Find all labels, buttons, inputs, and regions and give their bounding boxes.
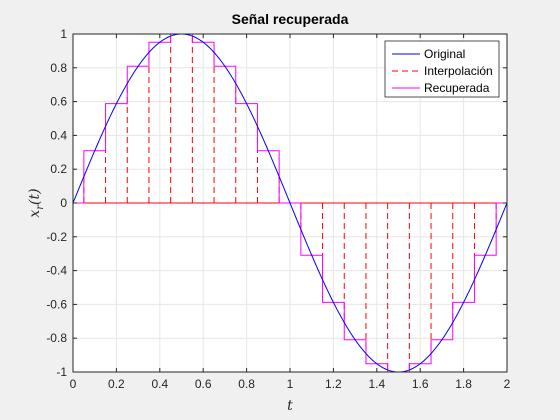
y-tick-label-10: 1: [60, 27, 67, 41]
x-axis-label: t: [287, 398, 293, 414]
y-tick-label-7: 0.4: [50, 128, 67, 142]
y-tick-label-4: -0.2: [46, 230, 67, 244]
x-tick-label-10: 2: [504, 377, 511, 391]
x-tick-label-2: 0.4: [151, 377, 168, 391]
original-series: [72, 33, 508, 373]
legend-label-2: Recuperada: [424, 81, 490, 95]
y-tick-label-9: 0.8: [50, 61, 67, 75]
y-tick-label-5: 0: [60, 196, 67, 210]
x-tick-label-8: 1.6: [412, 377, 429, 391]
legend-label-0: Original: [424, 47, 465, 61]
x-tick-label-9: 1.8: [455, 377, 472, 391]
chart-title: Señal recuperada: [232, 11, 349, 27]
y-axis-label-subscript: r: [35, 204, 46, 210]
x-tick-label-6: 1.2: [325, 377, 342, 391]
x-tick-label-4: 0.8: [238, 377, 255, 391]
plot-area: [72, 33, 508, 373]
x-tick-label-7: 1.4: [368, 377, 385, 391]
original-sine-line: [72, 33, 508, 373]
x-tick-label-3: 0.6: [195, 377, 212, 391]
y-tick-label-0: -1: [56, 365, 67, 379]
y-tick-label-3: -0.4: [46, 264, 67, 278]
y-tick-label-1: -0.8: [46, 331, 67, 345]
x-axis-ticks: 0 0.2 0.4 0.6 0.8 1 1.2 1.4 1.6 1.8 2: [70, 34, 511, 391]
y-tick-label-6: 0.2: [50, 162, 67, 176]
x-tick-label-5: 1: [287, 377, 294, 391]
legend: Original Interpolación Recuperada: [384, 40, 500, 98]
y-axis-ticks: -1 -0.8 -0.6 -0.4 -0.2 0 0.2 0.4 0.6 0.8 1: [46, 27, 507, 379]
x-tick-label-0: 0: [70, 377, 77, 391]
y-tick-label-8: 0.6: [50, 95, 67, 109]
y-axis-label-base: x: [27, 210, 43, 218]
y-axis-label: xr(t): [27, 188, 46, 217]
x-tick-label-1: 0.2: [108, 377, 125, 391]
legend-label-1: Interpolación: [424, 64, 493, 78]
y-tick-label-2: -0.6: [46, 297, 67, 311]
y-axis-label-arg: (t): [27, 188, 43, 205]
